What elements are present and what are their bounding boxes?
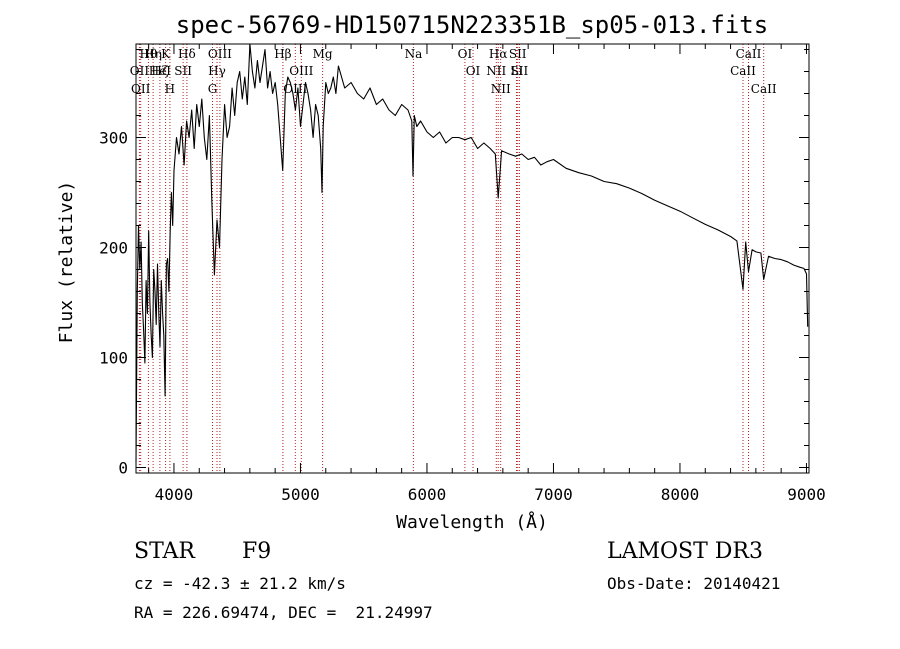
line-label: Hη bbox=[144, 47, 162, 61]
line-label: Hθ bbox=[140, 47, 158, 61]
line-label: OI bbox=[466, 64, 481, 78]
x-tick-label: 7000 bbox=[534, 485, 573, 504]
x-axis-ticks: 4000 5000 6000 7000 8000 9000 bbox=[148, 44, 826, 504]
x-tick-label: 5000 bbox=[281, 485, 320, 504]
line-label: Na bbox=[405, 47, 423, 61]
line-label: G bbox=[208, 82, 218, 96]
line-label: Hδ bbox=[178, 47, 196, 61]
line-label: K bbox=[161, 47, 171, 61]
line-label: SII bbox=[174, 64, 192, 78]
line-label: Mg bbox=[313, 47, 333, 61]
line-label: OI bbox=[458, 47, 473, 61]
object-subclass: F9 bbox=[242, 539, 272, 564]
line-label: SII bbox=[509, 47, 527, 61]
plot-frame bbox=[135, 43, 810, 474]
spectral-line-markers bbox=[138, 44, 765, 473]
line-label: NII bbox=[486, 64, 506, 78]
x-tick-label: 6000 bbox=[408, 485, 447, 504]
line-label: HeI bbox=[149, 64, 172, 78]
y-tick-label: 0 bbox=[118, 459, 128, 478]
x-tick-label: 8000 bbox=[661, 485, 700, 504]
line-label: Hβ bbox=[274, 47, 291, 61]
line-label: SII bbox=[511, 64, 529, 78]
line-label: Hγ bbox=[208, 64, 226, 78]
x-tick-label: 4000 bbox=[155, 485, 194, 504]
line-label: CaII bbox=[730, 64, 756, 78]
y-tick-label: 300 bbox=[99, 129, 128, 148]
obs-date-text: Obs-Date: 20140421 bbox=[607, 574, 781, 593]
coordinates-text: RA = 226.69474, DEC = 21.24997 bbox=[134, 603, 433, 622]
line-label: OIII bbox=[289, 64, 313, 78]
x-tick-label: 9000 bbox=[787, 485, 826, 504]
x-axis-label: Wavelength (Å) bbox=[396, 511, 548, 533]
y-axis-ticks: 0 100 200 300 bbox=[99, 49, 809, 478]
line-label: OIII bbox=[208, 47, 232, 61]
line-label: CaII bbox=[751, 82, 777, 96]
line-label: Hα bbox=[489, 47, 508, 61]
spectrum-line bbox=[135, 43, 809, 463]
line-label: Li bbox=[511, 64, 523, 78]
object-class: STAR bbox=[134, 539, 195, 564]
line-label: NII bbox=[491, 82, 511, 96]
y-tick-label: 100 bbox=[99, 349, 128, 368]
y-tick-label: 200 bbox=[99, 239, 128, 258]
survey-name: LAMOST DR3 bbox=[607, 539, 763, 564]
line-label: H bbox=[165, 82, 175, 96]
line-label: OIII bbox=[283, 82, 307, 96]
line-label: CaII bbox=[736, 47, 762, 61]
y-axis-label: Flux (relative) bbox=[56, 181, 77, 344]
chart-title: spec-56769-HD150715N223351B_sp05-013.fit… bbox=[176, 11, 768, 39]
line-label: Hζ bbox=[151, 64, 168, 78]
spectral-line-labels: HθOIIOIIHζHeIKHηHHδSIIOIIIHγGHβOIIIOIIIM… bbox=[130, 47, 777, 96]
redshift-text: cz = -42.3 ± 21.2 km/s bbox=[134, 574, 346, 593]
